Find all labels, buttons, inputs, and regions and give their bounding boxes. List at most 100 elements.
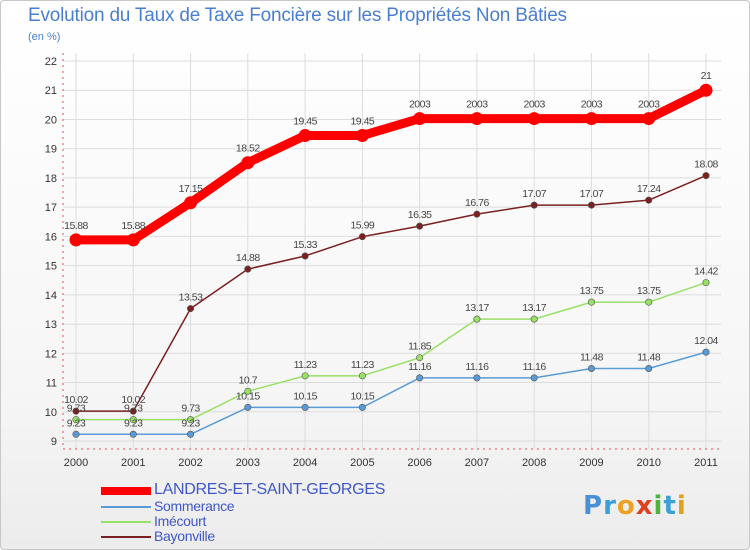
data-point — [187, 416, 195, 424]
x-tick-label: 2006 — [407, 457, 431, 469]
data-label: 15.33 — [293, 239, 317, 251]
data-label: 10.15 — [350, 390, 374, 402]
data-label: 10.02 — [121, 394, 145, 406]
data-point — [416, 222, 424, 230]
data-label: 11.48 — [580, 352, 604, 364]
series-line-2 — [75, 281, 707, 421]
legend-label: Bayonville — [154, 528, 215, 544]
data-point — [473, 374, 481, 382]
data-point — [72, 430, 80, 438]
x-tick-label: 2000 — [64, 457, 88, 469]
data-label: 9.23 — [67, 417, 86, 429]
data-point — [187, 305, 195, 313]
data-label: 9.23 — [181, 417, 200, 429]
x-tick-label: 2003 — [236, 457, 260, 469]
series-line-0 — [71, 85, 711, 245]
x-tick-label: 2001 — [121, 457, 145, 469]
logo-letter: o — [616, 491, 636, 521]
y-tick-label: 18 — [45, 173, 57, 185]
unit-label: (en %) — [28, 31, 61, 43]
y-tick-label: 10 — [45, 407, 57, 419]
legend-swatch — [101, 521, 151, 523]
data-point — [72, 416, 80, 424]
data-point — [187, 430, 195, 438]
y-tick-label: 19 — [45, 144, 57, 156]
data-label: 10.15 — [236, 390, 260, 402]
data-label: 13.75 — [637, 285, 661, 297]
data-point — [587, 201, 595, 209]
y-tick-label: 20 — [45, 114, 57, 126]
data-label: 2003 — [581, 99, 603, 111]
data-point — [244, 265, 252, 273]
data-point — [298, 129, 312, 143]
data-label: 18.08 — [694, 159, 718, 171]
data-point — [358, 403, 366, 411]
data-label: 12.04 — [694, 335, 718, 347]
data-point — [184, 196, 198, 210]
y-tick-label: 15 — [45, 261, 57, 273]
data-label: 17.07 — [580, 188, 604, 200]
data-label: 9.73 — [67, 403, 86, 415]
data-point — [527, 112, 541, 126]
data-point — [645, 196, 653, 204]
data-point — [645, 365, 653, 373]
data-label: 13.75 — [580, 285, 604, 297]
x-tick-label: 2005 — [350, 457, 374, 469]
data-label: 2003 — [409, 99, 431, 111]
y-tick-label: 11 — [46, 378, 57, 390]
legend-label: LANDRES-ET-SAINT-GEORGES — [154, 481, 386, 498]
x-tick-label: 2007 — [465, 457, 489, 469]
data-label: 13.17 — [522, 302, 546, 314]
data-point — [416, 354, 424, 362]
x-tick-label: 2011 — [694, 457, 718, 469]
data-label: 10.7 — [239, 374, 258, 386]
data-point — [126, 233, 140, 247]
y-tick-label: 13 — [45, 319, 57, 331]
data-point — [584, 112, 598, 126]
data-label: 19.45 — [293, 116, 317, 128]
data-point — [129, 430, 137, 438]
data-label: 18.52 — [236, 143, 260, 155]
data-point — [642, 112, 656, 126]
data-label: 13.17 — [465, 302, 489, 314]
data-label: 19.45 — [350, 116, 374, 128]
chart-title: Evolution du Taux de Taxe Foncière sur l… — [28, 5, 567, 26]
data-point — [69, 233, 83, 247]
data-point — [530, 315, 538, 323]
data-label: 17.15 — [179, 183, 203, 195]
data-point — [244, 387, 252, 395]
data-label: 11.48 — [637, 352, 661, 364]
logo-letter: t — [663, 491, 677, 521]
y-tick-label: 14 — [45, 290, 57, 302]
data-label: 2003 — [638, 99, 660, 111]
data-label: 11.16 — [408, 361, 432, 373]
data-point — [587, 298, 595, 306]
logo-letter: r — [603, 491, 617, 521]
data-point — [530, 201, 538, 209]
data-label: 17.07 — [522, 188, 546, 200]
x-tick-label: 2010 — [636, 457, 660, 469]
data-point — [72, 407, 80, 415]
data-point — [355, 129, 369, 143]
data-point — [301, 372, 309, 380]
data-point — [699, 83, 713, 97]
x-tick-label: 2004 — [293, 457, 317, 469]
data-point — [702, 348, 710, 356]
data-point — [473, 315, 481, 323]
data-label: 13.53 — [179, 292, 203, 304]
data-label: 14.42 — [694, 266, 718, 278]
data-point — [413, 112, 427, 126]
series-line-1 — [75, 351, 707, 436]
data-label: 10.02 — [64, 394, 88, 406]
data-point — [702, 279, 710, 287]
x-tick-label: 2009 — [579, 457, 603, 469]
data-point — [244, 403, 252, 411]
legend-swatch — [101, 536, 151, 538]
legend-swatch — [101, 487, 151, 495]
data-label: 11.85 — [408, 341, 432, 353]
data-point — [129, 407, 137, 415]
data-point — [358, 372, 366, 380]
x-tick-label: 2008 — [522, 457, 546, 469]
